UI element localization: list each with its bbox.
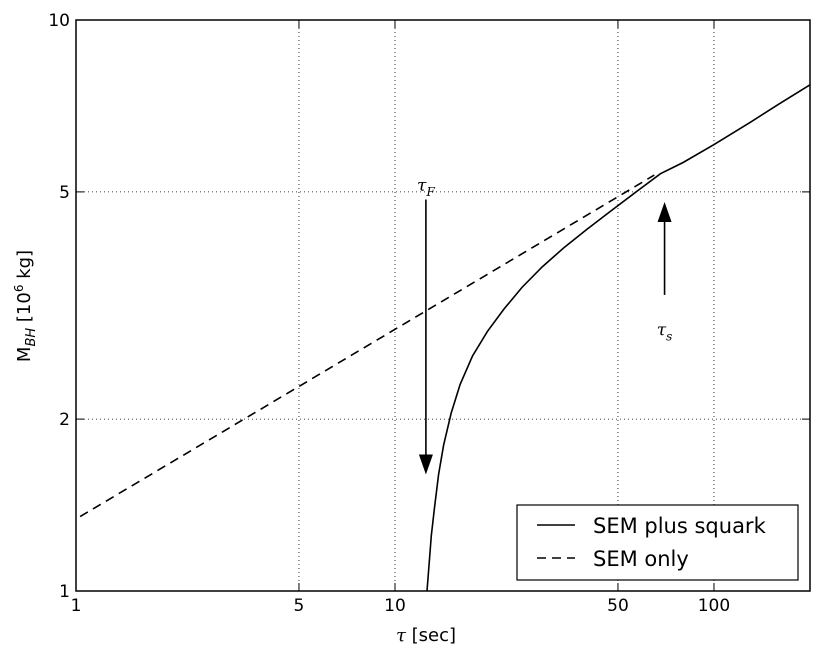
series-line-sem-only xyxy=(79,174,655,518)
annotation-subscript: s xyxy=(666,329,672,343)
plot-frame xyxy=(75,19,811,592)
annotation-tau-f: τF xyxy=(417,176,435,199)
y-label-sub: BH xyxy=(24,328,39,347)
y-tick-label: 2 xyxy=(59,410,70,430)
x-label-symbol: τ xyxy=(396,625,407,646)
legend-label: SEM plus squark xyxy=(593,514,767,538)
x-tick-label: 50 xyxy=(607,596,629,616)
y-axis-label: MBH [106 kg] xyxy=(12,250,39,362)
annotation-symbol: τ xyxy=(657,320,667,340)
legend-label: SEM only xyxy=(593,547,689,571)
series-line-sem-plus-squark xyxy=(426,84,811,592)
y-tick-label: 5 xyxy=(59,183,70,203)
legend: SEM plus squark SEM only xyxy=(516,504,799,581)
series-layer xyxy=(79,84,811,592)
y-label-close: kg] xyxy=(14,250,35,285)
y-tick-label: 1 xyxy=(59,582,70,602)
annotation-subscript: F xyxy=(425,185,435,199)
ticks-layer: 1 5 10 50 100 1 2 5 10 xyxy=(48,11,810,616)
y-label-open: [10 xyxy=(14,292,35,328)
x-axis-label: τ [sec] xyxy=(396,625,456,646)
y-label-main: M xyxy=(14,347,35,363)
arrow-head-tau-f xyxy=(418,454,433,475)
y-tick-label: 10 xyxy=(48,11,70,31)
legend-box xyxy=(516,504,799,581)
y-label-sup: 6 xyxy=(12,285,26,293)
x-tick-label: 100 xyxy=(698,596,730,616)
annotation-symbol: τ xyxy=(417,176,427,196)
x-tick-label: 10 xyxy=(384,596,406,616)
x-label-unit: [sec] xyxy=(406,625,456,646)
x-tick-label: 1 xyxy=(71,596,82,616)
x-tick-label: 5 xyxy=(294,596,305,616)
arrow-head-tau-s xyxy=(657,202,672,223)
annotation-tau-s: τs xyxy=(657,320,673,343)
